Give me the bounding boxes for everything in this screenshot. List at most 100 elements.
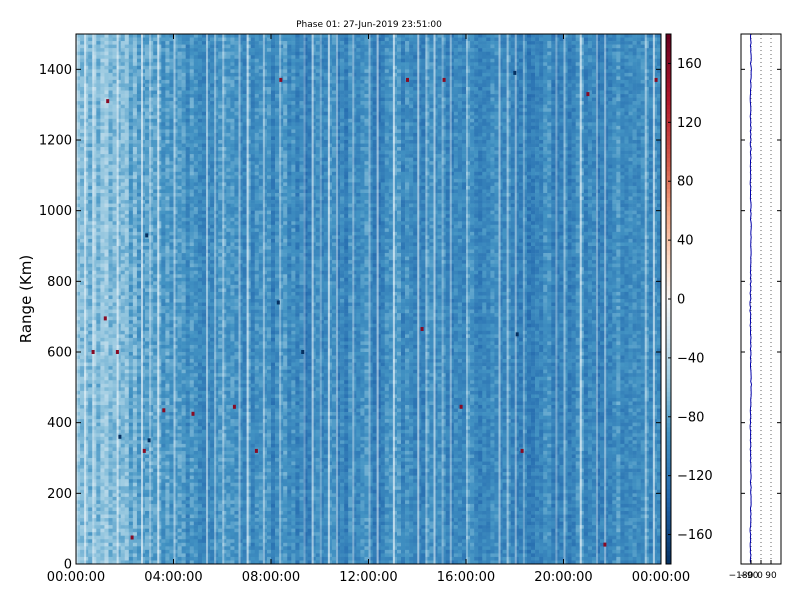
heatmap-cell bbox=[153, 125, 158, 130]
heatmap-cell bbox=[84, 231, 89, 236]
heatmap-cell bbox=[185, 111, 191, 116]
heatmap-cell bbox=[177, 401, 182, 406]
heatmap-cell bbox=[189, 337, 195, 342]
heatmap-cell bbox=[189, 447, 195, 452]
heatmap-cell bbox=[206, 323, 211, 328]
heatmap-cell bbox=[185, 90, 191, 95]
heatmap-cell bbox=[173, 450, 178, 455]
heatmap-cell bbox=[88, 90, 93, 95]
heatmap-cell bbox=[193, 352, 199, 356]
heatmap-cell bbox=[193, 479, 199, 484]
heatmap-cell bbox=[145, 525, 150, 529]
heatmap-cell bbox=[193, 274, 199, 279]
heatmap-cell bbox=[141, 433, 146, 438]
heatmap-cell bbox=[169, 284, 174, 289]
heatmap-cell bbox=[100, 189, 105, 194]
heatmap-cell bbox=[132, 359, 138, 363]
heatmap-cell bbox=[104, 387, 109, 392]
heatmap-cell bbox=[108, 101, 113, 105]
heatmap-cell bbox=[120, 154, 126, 158]
heatmap-cell bbox=[120, 249, 126, 254]
heatmap-cell bbox=[181, 330, 186, 335]
heatmap-cell bbox=[206, 231, 211, 236]
heatmap-cell bbox=[165, 164, 170, 169]
heatmap-cell bbox=[210, 55, 215, 60]
heatmap-cell bbox=[116, 224, 121, 229]
heatmap-cell bbox=[76, 115, 81, 120]
heatmap-cell bbox=[141, 387, 146, 392]
heatmap-cell bbox=[169, 125, 174, 130]
heatmap-cell bbox=[189, 253, 195, 257]
heatmap-cell bbox=[92, 482, 97, 487]
heatmap-cell bbox=[197, 468, 203, 473]
heatmap-cell bbox=[124, 479, 130, 484]
heatmap-cell bbox=[189, 62, 195, 67]
heatmap-cell bbox=[189, 150, 195, 155]
heatmap-cell bbox=[76, 140, 81, 144]
heatmap-cell bbox=[181, 200, 186, 204]
heatmap-cell bbox=[88, 454, 93, 459]
heatmap-cell bbox=[124, 76, 130, 81]
heatmap-cell bbox=[76, 383, 81, 388]
heatmap-cell bbox=[124, 182, 130, 187]
heatmap-cell bbox=[185, 210, 191, 215]
heatmap-cell bbox=[128, 270, 134, 275]
heatmap-cell bbox=[124, 450, 130, 455]
heatmap-cell bbox=[210, 147, 215, 151]
heatmap-cell bbox=[124, 472, 130, 476]
heatmap-cell bbox=[112, 309, 117, 314]
heatmap-cell bbox=[177, 323, 182, 328]
heatmap-cell bbox=[88, 412, 93, 416]
heatmap-cell bbox=[92, 178, 97, 183]
heatmap-cell bbox=[169, 535, 174, 540]
heatmap-cell bbox=[173, 207, 178, 211]
heatmap-cell bbox=[84, 263, 89, 268]
heatmap-cell bbox=[108, 263, 113, 268]
heatmap-cell bbox=[173, 486, 178, 491]
heatmap-cell bbox=[189, 34, 195, 38]
heatmap-cell bbox=[189, 493, 195, 498]
heatmap-cell bbox=[181, 37, 186, 42]
heatmap-cell bbox=[120, 178, 126, 183]
heatmap-cell bbox=[157, 334, 162, 339]
heatmap-cell bbox=[136, 458, 142, 462]
heatmap-cell bbox=[136, 65, 142, 70]
heatmap-cell bbox=[206, 366, 211, 370]
heatmap-cell bbox=[177, 440, 182, 445]
heatmap-cell bbox=[141, 48, 146, 52]
heatmap-cell bbox=[185, 366, 191, 370]
heatmap-cell bbox=[157, 489, 162, 494]
heatmap-cell bbox=[153, 556, 158, 561]
heatmap-cell bbox=[189, 306, 195, 310]
heatmap-cell bbox=[76, 479, 81, 484]
heatmap-cell bbox=[210, 97, 215, 102]
heatmap-cell bbox=[210, 168, 215, 173]
heatmap-cell bbox=[177, 274, 182, 279]
heatmap-cell bbox=[132, 475, 138, 480]
heatmap-cell bbox=[128, 556, 134, 561]
heatmap-cell bbox=[100, 373, 105, 378]
heatmap-cell bbox=[136, 306, 142, 310]
heatmap-cell bbox=[84, 542, 89, 547]
heatmap-cell bbox=[145, 51, 150, 56]
heatmap-cell bbox=[124, 426, 130, 431]
heatmap-cell bbox=[136, 87, 142, 91]
heatmap-cell bbox=[210, 182, 215, 187]
heatmap-cell bbox=[157, 560, 162, 565]
heatmap-cell bbox=[161, 154, 166, 158]
heatmap-cell bbox=[189, 154, 195, 158]
heatmap-cell bbox=[104, 376, 109, 381]
heatmap-cell bbox=[197, 62, 203, 67]
heatmap-cell bbox=[84, 147, 89, 151]
heatmap-cell bbox=[96, 458, 101, 462]
heatmap-cell bbox=[165, 479, 170, 484]
heatmap-cell bbox=[80, 97, 85, 102]
heatmap-cell bbox=[185, 221, 191, 226]
heatmap-cell bbox=[104, 108, 109, 113]
heatmap-cell bbox=[92, 376, 97, 381]
heatmap-cell bbox=[161, 157, 166, 162]
heatmap-cell bbox=[84, 168, 89, 173]
heatmap-cell bbox=[169, 224, 174, 229]
heatmap-cell bbox=[141, 295, 146, 300]
heatmap-cell bbox=[165, 51, 170, 56]
